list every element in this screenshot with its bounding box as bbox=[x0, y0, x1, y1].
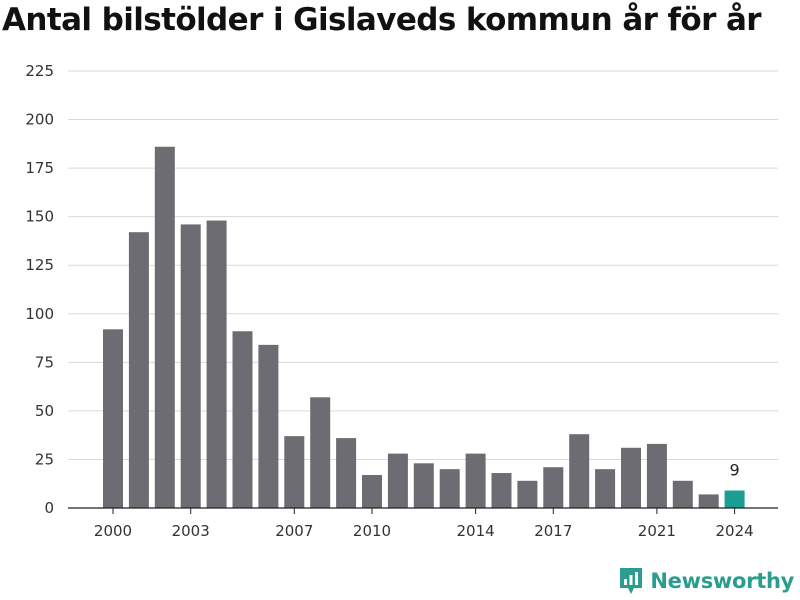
bar bbox=[362, 474, 382, 508]
y-tick-label: 200 bbox=[25, 111, 54, 129]
bar bbox=[310, 397, 331, 508]
x-tick-label: 2007 bbox=[275, 522, 313, 540]
x-tick-label: 2010 bbox=[353, 522, 391, 540]
newsworthy-logo-icon bbox=[620, 568, 643, 594]
x-tick-label: 2017 bbox=[534, 522, 572, 540]
y-tick-label: 125 bbox=[25, 256, 54, 274]
x-tick-label: 2000 bbox=[94, 522, 132, 540]
bar bbox=[439, 469, 460, 508]
bar bbox=[336, 438, 357, 508]
bar bbox=[698, 494, 719, 508]
bar bbox=[569, 434, 590, 508]
bar bbox=[154, 146, 175, 508]
y-tick-label: 0 bbox=[44, 499, 54, 517]
x-tick-label: 2024 bbox=[716, 522, 754, 540]
data-label: 9 bbox=[730, 461, 740, 480]
bar bbox=[595, 469, 616, 508]
y-tick-label: 50 bbox=[35, 402, 54, 420]
bar bbox=[543, 467, 564, 508]
x-tick-label: 2021 bbox=[638, 522, 676, 540]
bar bbox=[128, 232, 149, 508]
bar bbox=[232, 331, 253, 508]
bar bbox=[413, 463, 434, 508]
bar bbox=[258, 344, 279, 508]
y-tick-label: 75 bbox=[35, 353, 54, 371]
bar bbox=[465, 453, 486, 508]
brand-name: Newsworthy bbox=[650, 569, 794, 593]
bar bbox=[284, 436, 305, 508]
bar bbox=[724, 490, 745, 508]
y-tick-label: 25 bbox=[35, 450, 54, 468]
bar bbox=[180, 224, 201, 509]
bar bbox=[491, 473, 512, 508]
bar bbox=[103, 329, 123, 508]
bar bbox=[517, 480, 538, 508]
bar bbox=[646, 443, 667, 508]
y-tick-label: 175 bbox=[25, 159, 54, 177]
bar bbox=[621, 447, 641, 508]
bar bbox=[387, 453, 408, 508]
brand-logo: Newsworthy bbox=[618, 566, 794, 596]
x-tick-label: 2003 bbox=[172, 522, 210, 540]
x-tick-label: 2014 bbox=[457, 522, 495, 540]
y-tick-label: 100 bbox=[25, 305, 54, 323]
bar bbox=[206, 220, 227, 508]
y-tick-label: 150 bbox=[25, 208, 54, 226]
y-tick-label: 225 bbox=[25, 62, 54, 80]
chart-title: Antal bilstölder i Gislaveds kommun år f… bbox=[2, 2, 762, 38]
bar bbox=[672, 480, 693, 508]
